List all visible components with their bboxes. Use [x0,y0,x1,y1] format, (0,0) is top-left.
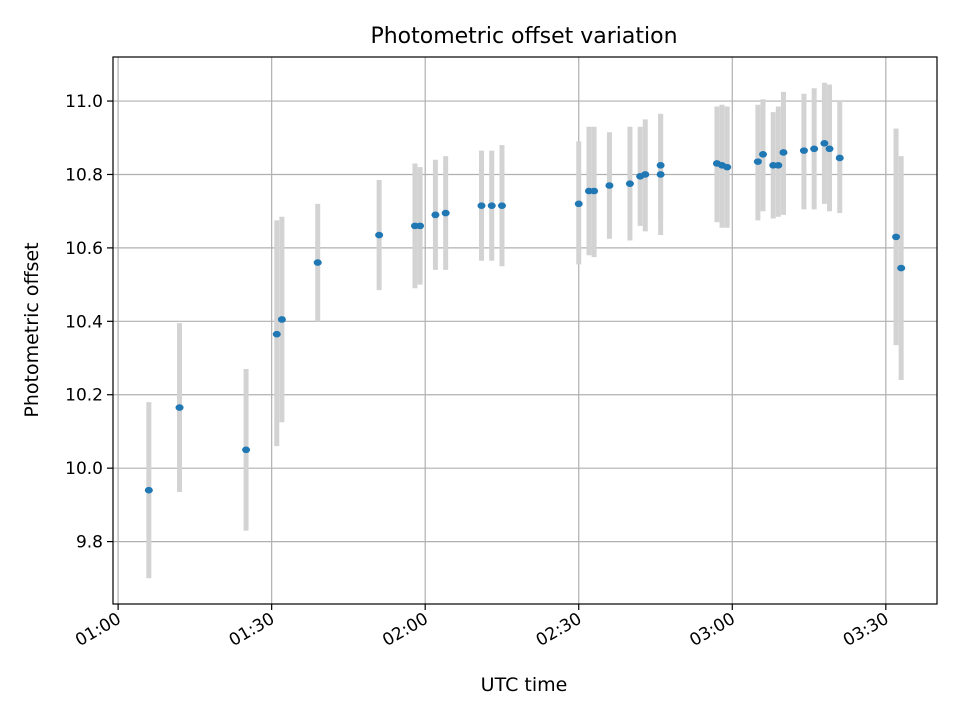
chart-title: Photometric offset variation [370,24,677,49]
grid [113,57,937,604]
data-point [820,139,829,147]
data-point [277,316,286,323]
data-point [779,149,788,156]
data-point [175,404,184,411]
y-axis-label: Photometric offset [21,242,43,417]
data-point [656,171,665,178]
y-tick-label: 10.4 [65,312,103,332]
data-point [835,154,844,162]
plot-area-frame [112,56,938,605]
data-point [605,182,614,189]
y-tick-label: 9.8 [76,533,103,553]
data-point [144,486,153,494]
data-point [497,202,506,209]
data-point [487,202,496,209]
data-point [774,161,783,169]
data-point [375,231,384,239]
data-point [723,163,732,171]
data-point [641,171,650,178]
y-tick-label: 10.2 [65,386,103,406]
y-tick-label: 10.8 [65,165,103,185]
data-point [656,161,665,169]
y-axis-ticks: 9.8 10.0 10.2 10.4 10.6 10.8 11.0 [65,92,113,553]
data-point [799,147,808,154]
data-point [810,145,819,153]
data-point [892,233,901,241]
data-point [574,200,583,208]
data-point [431,211,440,219]
y-tick-label: 10.0 [65,459,103,479]
data-point [313,259,322,266]
data-markers [144,139,906,494]
x-axis-label: UTC time [481,674,568,696]
data-point [242,446,251,454]
y-tick-label: 11.0 [65,92,103,112]
data-point [441,209,450,217]
data-point [590,187,599,195]
data-point [753,158,762,165]
data-point [625,180,634,187]
data-point [897,264,906,272]
data-point [272,330,281,338]
data-point [477,202,486,209]
data-point [825,145,834,153]
data-point [416,222,425,230]
data-point [758,150,767,158]
y-tick-label: 10.6 [65,239,103,259]
